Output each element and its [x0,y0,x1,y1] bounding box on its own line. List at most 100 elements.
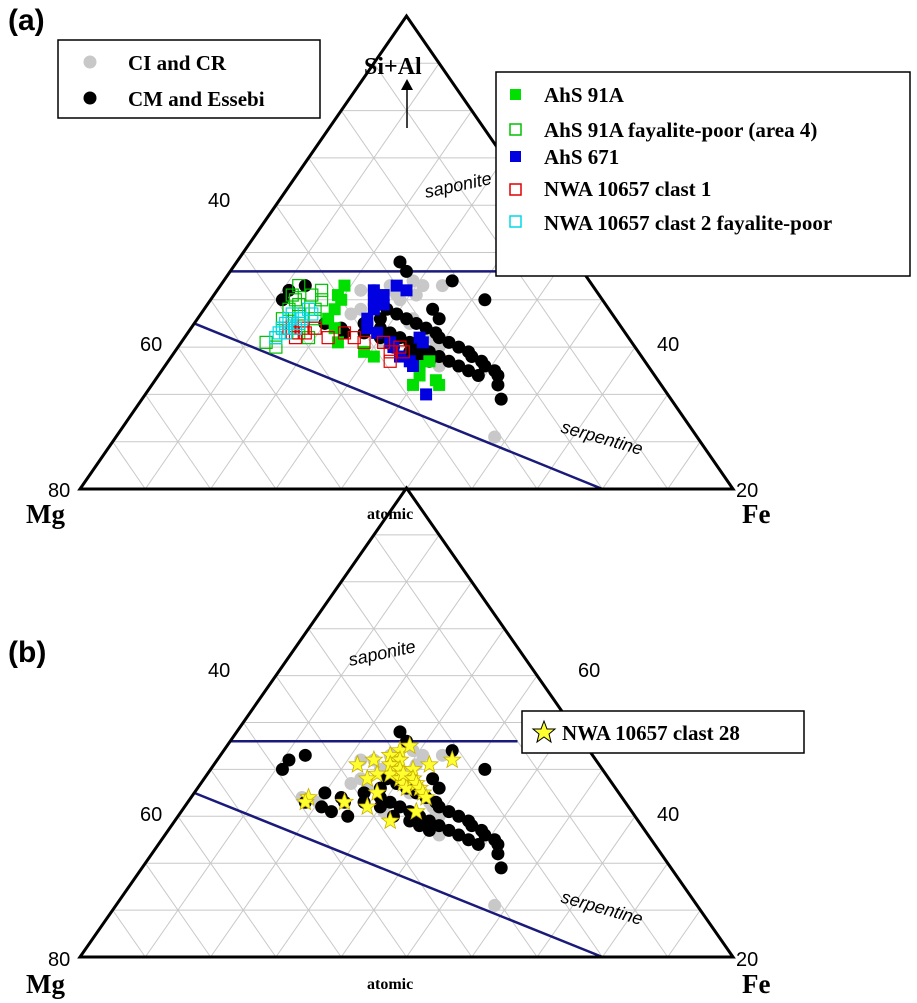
point-ahs-91a [413,369,426,382]
point-cm-and-essebi [400,264,413,278]
grid-line [210,769,342,958]
point-nwa-10657-clast-1 [308,321,322,335]
point-ahs-91a-fayalite-poor-area-4 [259,335,273,349]
point-ci-and-cr [354,283,368,297]
point-nwa-10657-clast-28 [357,768,377,788]
point-ci-and-cr [435,279,449,293]
panel-a-tick-left-60: 60 [140,334,162,356]
point-cm-and-essebi [393,800,407,814]
legend-marker-ahs671 [510,151,521,162]
point-ci-and-cr [488,430,502,444]
panel-b-tick-left-60: 60 [140,804,162,826]
grid-line [275,628,505,958]
point-cm-and-essebi [462,364,476,378]
grid-line [667,441,701,490]
grid-line [601,394,669,490]
panel-b-legend: NWA 10657 clast 28 [521,710,805,754]
legend-marker-ci-cr [83,55,97,69]
legend-label-nwa-clast1: NWA 10657 clast 1 [544,177,711,201]
point-cm-and-essebi [275,762,289,776]
point-cm-and-essebi [390,307,404,321]
point-nwa-10657-clast-28 [334,792,355,811]
grid-line [471,299,603,490]
point-ahs-671 [361,322,374,335]
point-cm-and-essebi [419,321,433,335]
point-ahs-671 [420,388,433,401]
legend-label-nwa-clast2-fp: NWA 10657 clast 2 fayalite-poor [544,211,832,235]
point-cm-and-essebi [494,392,508,406]
grid-line [242,722,407,958]
point-cm-and-essebi [452,359,466,373]
point-nwa-10657-clast-2-fayalite-poor [269,331,283,345]
serpentine-line [193,322,603,491]
legend-box [521,710,805,754]
panel-a-corner-fe: Fe [742,499,770,529]
panel-a-apex-label: Si+Al [364,54,422,80]
panel-b-tick-left-80: 80 [48,949,70,971]
panel-a-corner-mg: Mg [26,499,65,529]
point-nwa-10657-clast-28 [364,749,384,769]
panel-b-label: (b) [8,636,46,669]
point-cm-and-essebi [478,359,492,373]
grid-line [112,909,146,958]
point-nwa-10657-clast-28 [393,763,413,783]
point-cm-and-essebi [422,814,436,828]
point-ahs-671 [361,312,374,325]
point-nwa-10657-clast-28 [419,754,439,773]
point-ahs-91a [423,355,436,368]
point-ahs-91a [433,378,446,391]
panel-a-apex-arrow-head [401,79,413,90]
serpentine-line [193,791,603,959]
point-ahs-91a [335,293,348,306]
grid-line [667,909,701,958]
legend-marker-nwa-clast2-fp [509,215,522,228]
point-ahs-91a [328,303,341,316]
panel-a-label: (a) [8,4,45,37]
point-cm-and-essebi [471,837,485,851]
point-ci-and-cr [432,828,446,842]
point-cm-and-essebi [393,255,407,269]
point-nwa-10657-clast-28 [347,754,368,773]
point-nwa-10657-clast-28 [295,792,315,811]
point-cm-and-essebi [318,786,332,800]
point-cm-and-essebi [442,805,456,819]
point-nwa-10657-clast-28 [442,749,462,769]
grid-line [144,394,212,490]
point-ahs-91a [338,279,351,292]
point-cm-and-essebi [422,823,436,837]
point-ci-and-cr [393,293,407,307]
panel-a-atomic-label: atomic [367,506,413,523]
point-ahs-671 [377,289,390,302]
point-ci-and-cr [432,809,446,823]
point-ahs-91a-fayalite-poor-area-4 [269,340,283,354]
point-cm-and-essebi [491,837,505,851]
point-cm-and-essebi [422,345,436,359]
point-cm-and-essebi [373,312,387,326]
legend-marker-nwa-clast1 [509,183,522,196]
point-cm-and-essebi [383,795,397,809]
point-ci-and-cr [432,359,446,373]
panel-b-tick-right-60: 60 [578,660,600,682]
point-nwa-10657-clast-28 [406,801,426,820]
panel-b-reference-lines [193,740,603,959]
point-nwa-10657-clast-1 [383,345,397,359]
point-ci-and-cr [354,302,368,316]
grid-line [112,441,146,490]
point-ahs-91a [407,378,420,391]
legend-label-ahs91a-fp: AhS 91A fayalite-poor (area 4) [544,118,817,142]
panel-a-serpentine-label: serpentine [559,417,645,459]
point-nwa-10657-clast-28 [367,782,387,802]
panel-a-tick-left-80: 80 [48,480,70,502]
point-cm-and-essebi [315,800,329,814]
panel-b-atomic-label: atomic [367,976,413,993]
panel-a-legend-top-left: CI and CR CM and Essebi [57,39,321,119]
point-ci-and-cr [416,748,430,762]
panel-b-grid [112,534,701,958]
point-cm-and-essebi [478,762,492,776]
point-ahs-671 [390,279,403,292]
panel-b-corner-fe: Fe [742,969,770,999]
panel-b-serpentine-label: serpentine [559,887,645,929]
point-cm-and-essebi [432,781,446,795]
point-cm-and-essebi [409,316,423,330]
